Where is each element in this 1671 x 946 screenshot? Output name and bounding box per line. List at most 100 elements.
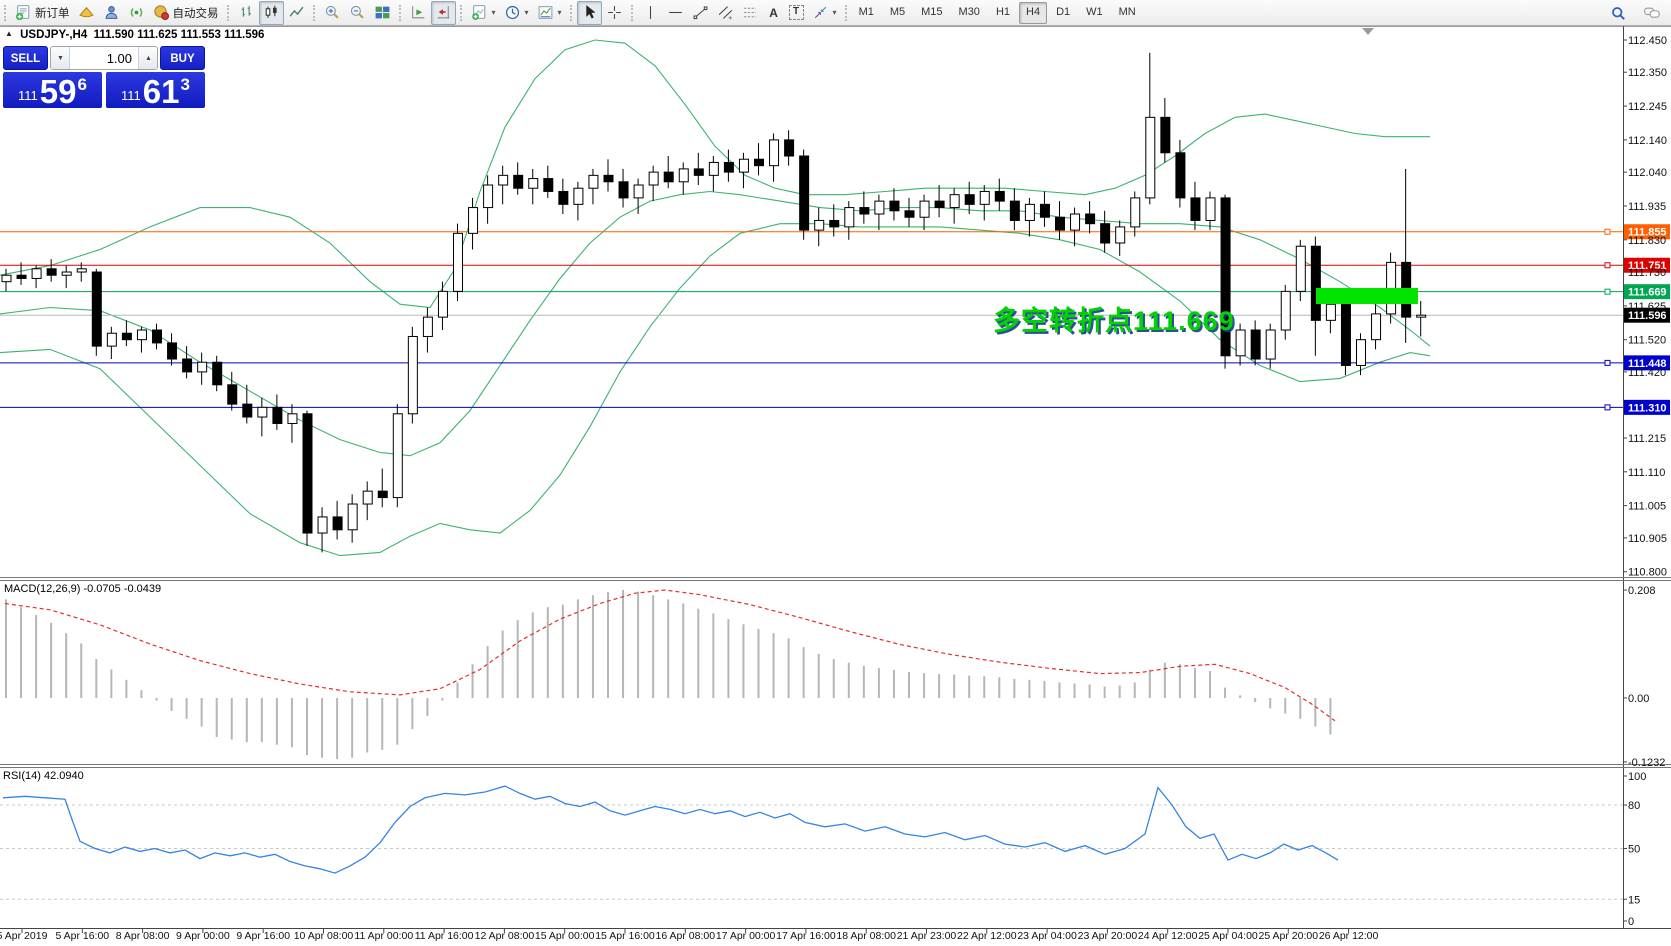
signals-button[interactable]: [124, 1, 149, 25]
volume-decrease-button[interactable]: ▼: [51, 47, 70, 69]
buy-button[interactable]: BUY: [160, 46, 205, 70]
candle-body: [257, 406, 268, 418]
tile-windows-button[interactable]: [370, 1, 395, 25]
candle-body: [723, 161, 734, 173]
candle-body: [1039, 203, 1050, 218]
candle-body: [152, 329, 162, 344]
sell-price-tile[interactable]: 111 59 6: [3, 72, 102, 108]
price-axis: 112.450 112.350 112.245 112.140 112.040 111.9…: [1623, 35, 1667, 579]
community-button[interactable]: [99, 1, 124, 25]
candle-body: [46, 268, 57, 276]
auto-scroll-button[interactable]: [406, 1, 431, 25]
candle-body: [1145, 116, 1156, 199]
text-label-tool-button[interactable]: T: [785, 1, 808, 25]
zoom-out-icon: [349, 4, 366, 21]
search-button[interactable]: [1606, 1, 1631, 25]
collapse-panel-icon[interactable]: ▲: [5, 29, 13, 38]
candle-body: [347, 503, 358, 531]
time-tick-label: 9 Apr 16:00: [236, 930, 290, 942]
text-label-icon: T: [788, 5, 804, 20]
candle-body: [1340, 303, 1351, 366]
candle-body: [618, 181, 629, 199]
price-badge: [1624, 284, 1670, 300]
level-handle[interactable]: [1604, 288, 1611, 295]
tf-h4-button[interactable]: H4: [1019, 1, 1048, 24]
price-tick-label: 111.005: [1628, 501, 1666, 513]
chat-button[interactable]: [1639, 1, 1665, 25]
tf-m1-button[interactable]: M1: [858, 5, 874, 18]
volume-input[interactable]: [70, 47, 138, 69]
tf-m5-button[interactable]: M5: [889, 5, 906, 18]
new-order-button[interactable]: 新订单: [11, 1, 74, 25]
tf-mn-button[interactable]: MN: [1118, 5, 1136, 18]
toolbar-grip[interactable]: [312, 4, 315, 21]
level-handle[interactable]: [1604, 262, 1611, 269]
toolbar-grip[interactable]: [4, 4, 6, 21]
shapes-tool-button[interactable]: ▾: [808, 1, 841, 25]
candle-body: [513, 174, 524, 189]
line-chart-button[interactable]: [284, 1, 309, 25]
text-tool-button[interactable]: A: [763, 1, 785, 25]
highlight-zone-rect[interactable]: [1316, 288, 1418, 304]
search-icon: [1610, 5, 1627, 22]
tf-m15-button[interactable]: M15: [921, 5, 943, 18]
templates-button[interactable]: ▾: [533, 1, 566, 25]
bar-chart-button[interactable]: [234, 1, 259, 25]
hat-icon: [78, 4, 95, 21]
price-tick-label: 111.730: [1628, 267, 1666, 279]
buy-price-prefix: 111: [121, 88, 141, 103]
pivot-annotation-text[interactable]: 多空转折点111.669: [993, 306, 1235, 336]
candle-body: [227, 384, 238, 405]
level-handle[interactable]: [1604, 228, 1611, 235]
mql-hat-button[interactable]: [74, 1, 99, 25]
tile-windows-icon: [374, 4, 391, 21]
price-tick-label: 111.935: [1628, 201, 1666, 213]
tf-m30-button[interactable]: M30: [958, 5, 980, 18]
candle-body: [1371, 313, 1382, 341]
toolbar-grip[interactable]: [844, 4, 847, 21]
candle-body: [588, 174, 599, 189]
rsi-tick-label: 50: [1628, 844, 1640, 856]
channel-tool-button[interactable]: [713, 1, 738, 25]
toolbar-grip[interactable]: [569, 4, 572, 21]
candle-body: [212, 361, 223, 386]
level-handle[interactable]: [1604, 404, 1611, 411]
crosshair-tool-button[interactable]: [602, 1, 627, 25]
tf-d1-button[interactable]: D1: [1056, 5, 1071, 18]
toolbar-grip[interactable]: [398, 4, 401, 21]
candle-body: [558, 190, 569, 205]
volume-increase-button[interactable]: ▲: [138, 47, 157, 69]
price-tick-label: 111.110: [1628, 467, 1665, 479]
candle-body: [1280, 290, 1291, 331]
candle-chart-button[interactable]: [258, 0, 284, 25]
sell-button[interactable]: SELL: [3, 46, 48, 70]
candle-body: [1190, 197, 1201, 221]
time-tick-label: 23 Apr 04:00: [1017, 930, 1077, 942]
level-handle[interactable]: [1604, 359, 1611, 366]
fibonacci-tool-button[interactable]: [738, 1, 763, 25]
toolbar-grip[interactable]: [459, 4, 462, 21]
bollinger-middle: [0, 190, 1431, 457]
zoom-out-button[interactable]: [345, 1, 370, 25]
buy-price-tile[interactable]: 111 61 3: [106, 72, 205, 108]
zoom-in-button[interactable]: [320, 1, 345, 25]
trendline-tool-button[interactable]: [688, 1, 713, 25]
candle-body: [829, 219, 840, 228]
vline-icon: [642, 4, 659, 21]
hline-tool-button[interactable]: [663, 1, 688, 25]
autotrading-button[interactable]: 自动交易: [149, 1, 223, 25]
rsi-tick-label: 80: [1628, 800, 1640, 812]
tf-w1-button[interactable]: W1: [1086, 5, 1103, 18]
indicators-button[interactable]: ▾: [467, 1, 500, 25]
chevron-down-icon: ▾: [491, 8, 496, 17]
chart-shift-button[interactable]: [430, 0, 456, 25]
toolbar-grip[interactable]: [226, 4, 229, 21]
vline-tool-button[interactable]: [638, 1, 663, 25]
candle-body: [1100, 223, 1111, 244]
toolbar-grip[interactable]: [630, 4, 633, 21]
cursor-tool-button[interactable]: [576, 0, 602, 25]
time-tick-label: 12 Apr 08:00: [475, 930, 535, 942]
tf-h1-button[interactable]: H1: [995, 5, 1010, 18]
periods-button[interactable]: ▾: [500, 1, 533, 25]
